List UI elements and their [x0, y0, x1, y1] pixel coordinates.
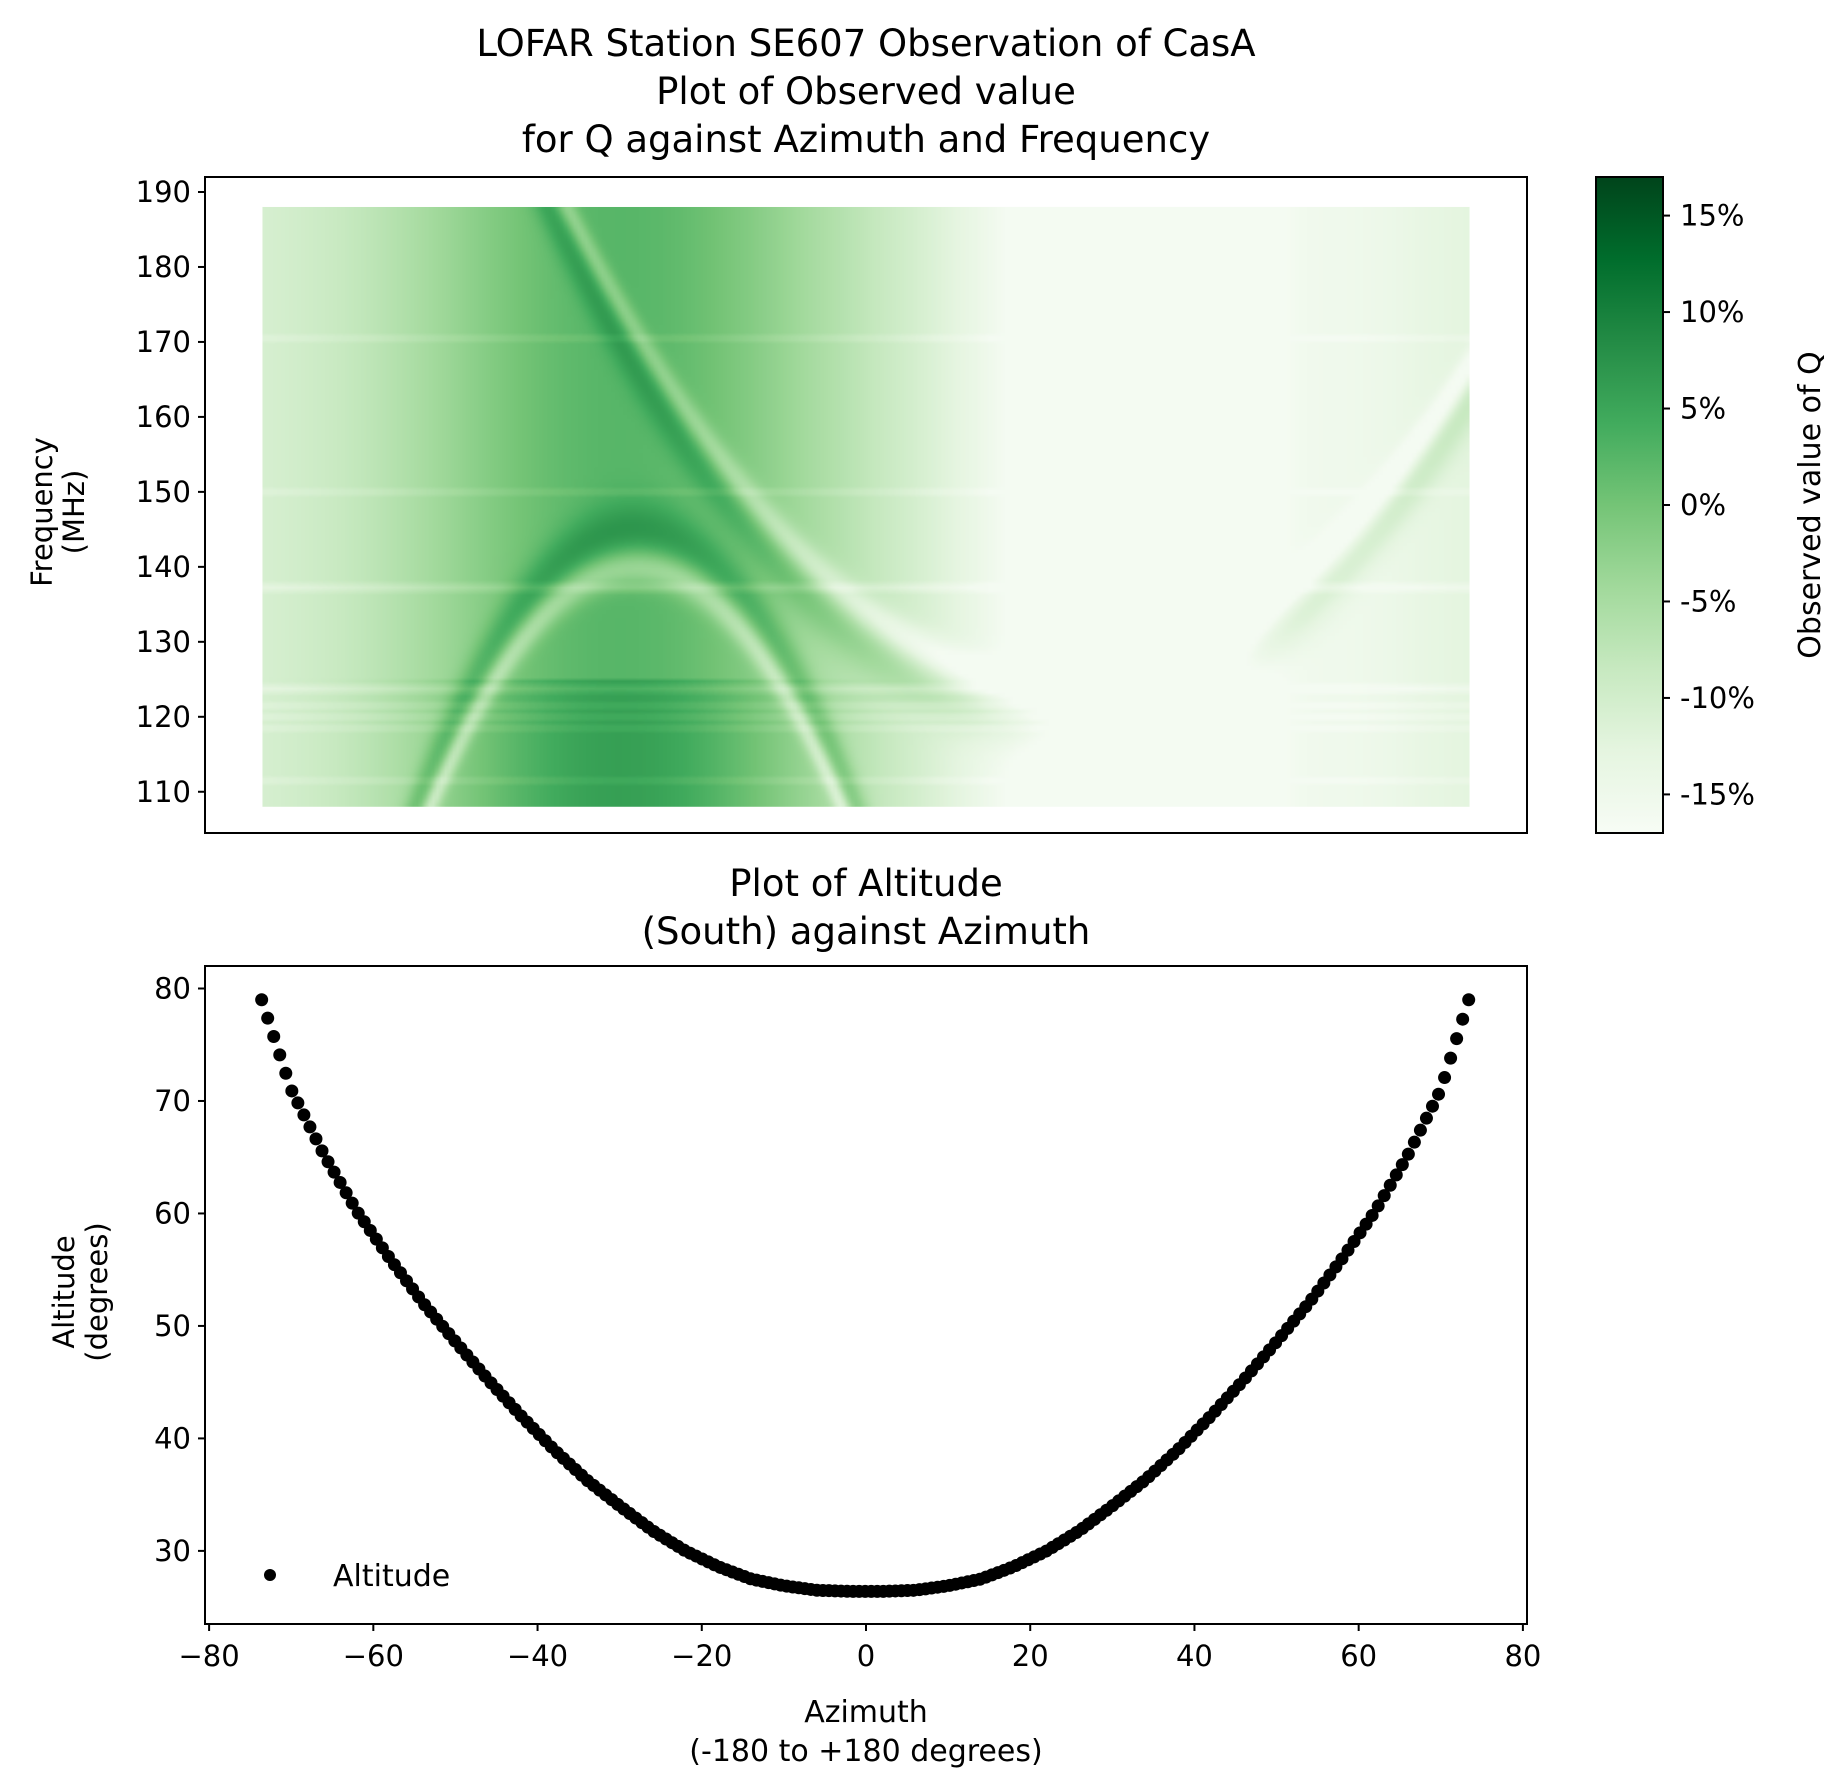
heatmap-ytick-label: 110: [136, 775, 191, 809]
scatter-y-axis: 30 40 50 60 70 80: [154, 971, 205, 1568]
heatmap-ytick-label: 190: [136, 175, 191, 209]
heatmap-ytick-label: 170: [136, 325, 191, 359]
scatter-xtick-label: 80: [1504, 1639, 1541, 1673]
heatmap-ylabel-line-1: Frequency: [25, 437, 59, 587]
colorbar-tick-label: -10%: [1680, 681, 1755, 715]
heatmap-ytick-label: 160: [136, 400, 191, 434]
legend-label: Altitude: [333, 1559, 450, 1594]
heatmap-title-line-1: LOFAR Station SE607 Observation of CasA: [476, 22, 1255, 65]
colorbar-ticks: 15% 10% 5% 0% -5% -10% -15%: [1663, 199, 1755, 811]
scatter-point: [321, 1155, 335, 1169]
colorbar-gradient: [1595, 176, 1664, 834]
heatmap-image: [262, 206, 1470, 807]
scatter-point: [267, 1029, 281, 1043]
colorbar-tick-label: 15%: [1680, 199, 1744, 233]
heatmap-title-line-3: for Q against Azimuth and Frequency: [522, 118, 1210, 161]
colorbar-tick-label: 0%: [1680, 488, 1726, 522]
scatter-point: [1438, 1071, 1452, 1085]
scatter-point: [1419, 1111, 1433, 1125]
colorbar-tick-label: 5%: [1680, 392, 1726, 426]
scatter-point: [1432, 1087, 1446, 1101]
scatter-xtick-label: −60: [343, 1639, 404, 1673]
scatter-point: [327, 1165, 341, 1179]
heatmap-ytick-label: 130: [136, 625, 191, 659]
heatmap-panel: LOFAR Station SE607 Observation of CasA …: [25, 22, 1528, 834]
legend: Altitude: [264, 1559, 450, 1594]
scatter-point: [345, 1196, 359, 1210]
scatter-point: [1413, 1123, 1427, 1137]
heatmap-ytick-label: 140: [136, 550, 191, 584]
scatter-xtick-label: 20: [1012, 1639, 1049, 1673]
scatter-point: [1371, 1199, 1385, 1213]
scatter-point: [309, 1132, 323, 1146]
scatter-xlabel-line-1: Azimuth: [804, 1695, 928, 1730]
scatter-point: [1425, 1099, 1439, 1113]
scatter-point: [1395, 1158, 1409, 1172]
scatter-point: [1450, 1032, 1464, 1046]
legend-marker: [264, 1569, 276, 1581]
scatter-point: [1389, 1168, 1403, 1182]
scatter-ylabel-line-2: (degrees): [80, 1222, 114, 1361]
colorbar-tick-label: 10%: [1680, 295, 1744, 329]
scatter-xtick-label: −80: [179, 1639, 240, 1673]
scatter-title-line-1: Plot of Altitude: [729, 862, 1003, 905]
heatmap-title-line-2: Plot of Observed value: [656, 70, 1076, 113]
scatter-point: [315, 1144, 329, 1158]
scatter-point: [273, 1048, 287, 1062]
scatter-ytick-label: 30: [154, 1534, 191, 1568]
heatmap-ytick-label: 150: [136, 475, 191, 509]
colorbar: 15% 10% 5% 0% -5% -10% -15% Observed value of …: [1595, 176, 1828, 834]
scatter-title-line-2: (South) against Azimuth: [642, 910, 1091, 953]
scatter-ytick-label: 50: [154, 1309, 191, 1343]
heatmap-y-axis: 110 120 130 140 150 160 170 180 190: [136, 175, 205, 809]
scatter-xtick-label: 0: [857, 1639, 875, 1673]
scatter-point: [1407, 1135, 1421, 1149]
scatter-point: [339, 1186, 353, 1200]
scatter-ytick-label: 40: [154, 1421, 191, 1455]
colorbar-label: Observed value of Q: [1793, 351, 1828, 658]
scatter-frame: [204, 965, 1528, 1625]
heatmap-ytick-label: 180: [136, 250, 191, 284]
scatter-point: [1377, 1189, 1391, 1203]
scatter-point: [255, 993, 269, 1007]
scatter-ytick-label: 70: [154, 1084, 191, 1118]
colorbar-tick-label: -15%: [1680, 777, 1755, 811]
scatter-point: [291, 1096, 305, 1110]
scatter-points: [255, 993, 1476, 1598]
scatter-xtick-label: 40: [1176, 1639, 1213, 1673]
scatter-xtick-label: −40: [507, 1639, 568, 1673]
scatter-point: [1456, 1012, 1470, 1026]
scatter-point: [285, 1084, 299, 1098]
colorbar-tick-label: -5%: [1680, 584, 1736, 618]
scatter-point: [333, 1175, 347, 1189]
scatter-ylabel-line-1: Altitude: [47, 1235, 81, 1348]
heatmap-ylabel-line-2: (MHz): [57, 470, 91, 555]
scatter-panel: Plot of Altitude (South) against Azimuth…: [47, 862, 1541, 1769]
scatter-point: [303, 1120, 317, 1134]
scatter-xtick-label: −20: [671, 1639, 732, 1673]
scatter-point: [1401, 1147, 1415, 1161]
scatter-point: [1383, 1178, 1397, 1192]
scatter-ytick-label: 60: [154, 1196, 191, 1230]
scatter-point: [279, 1066, 293, 1080]
scatter-ytick-label: 80: [154, 971, 191, 1005]
heatmap-ytick-label: 120: [136, 700, 191, 734]
scatter-point: [1462, 993, 1476, 1007]
scatter-point: [1444, 1051, 1458, 1065]
scatter-point: [1365, 1208, 1379, 1222]
heatmap-frame: [204, 176, 1528, 834]
scatter-xlabel-line-2: (-180 to +180 degrees): [689, 1734, 1042, 1769]
scatter-point: [261, 1011, 275, 1025]
scatter-point: [297, 1108, 311, 1122]
scatter-x-axis: −80 −60 −40 −20 0 20 40 60 80: [179, 1624, 1541, 1673]
scatter-xtick-label: 60: [1340, 1639, 1377, 1673]
